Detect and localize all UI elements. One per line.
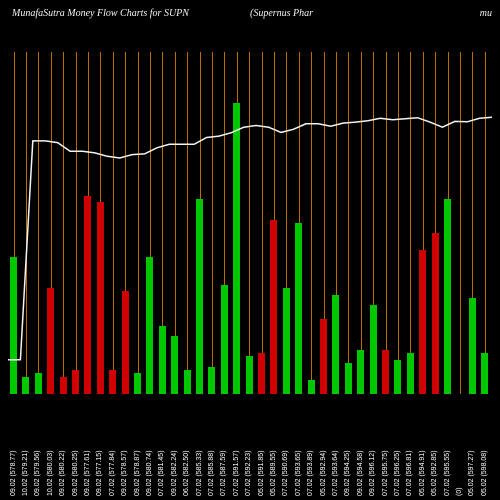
- title-left: MunafaSutra Money Flow Charts for SUPN: [12, 8, 189, 19]
- x-tick-label: 07.02 (596.81): [406, 450, 413, 496]
- x-tick-label: 07.02 (587.59): [220, 450, 227, 496]
- x-tick-label: 10.02 (580.03): [47, 450, 54, 496]
- x-tick-label: 07.02 (585.88): [208, 450, 215, 496]
- x-tick-label: 07.02 (591.57): [233, 450, 240, 496]
- x-tick-label: 07.02 (590.69): [282, 450, 289, 496]
- x-tick-label: 05.02 (598.08): [481, 450, 488, 496]
- x-tick-label: 07.02 (593.64): [332, 450, 339, 496]
- x-tick-label: 07.02 (595.75): [382, 450, 389, 496]
- x-tick-label: 09.02 (578.57): [121, 450, 128, 496]
- x-tick-label: 09.02 (577.61): [84, 450, 91, 496]
- x-tick-label: 10.02 (579.21): [22, 450, 29, 496]
- price-line: [8, 52, 492, 394]
- x-tick-label: 07.02 (593.89): [307, 450, 314, 496]
- title-right: mu: [480, 8, 492, 19]
- x-tick-label: 05.02 (589.55): [270, 450, 277, 496]
- x-tick-label: 09.02 (594.25): [344, 450, 351, 496]
- x-tick-label: 09.02 (579.56): [34, 450, 41, 496]
- x-tick-label: 05.02 (592.94): [320, 450, 327, 496]
- x-tick-label: 07.02 (595.55): [444, 450, 451, 496]
- x-tick-label: 05.02 (591.85): [258, 450, 265, 496]
- x-tick-label: 07.02 (593.65): [295, 450, 302, 496]
- x-tick-label: 07.02 (581.45): [158, 450, 165, 496]
- x-tick-label: 07.02 (592.23): [245, 450, 252, 496]
- x-tick-label: 09.02 (580.22): [59, 450, 66, 496]
- x-tick-label: 07.02 (596.25): [394, 450, 401, 496]
- x-tick-label: 09.02 (580.74): [146, 450, 153, 496]
- x-tick-label: 09.02 (578.77): [10, 450, 17, 496]
- x-tick-label: 07.02 (585.33): [196, 450, 203, 496]
- x-tick-label: 09.02 (578.87): [134, 450, 141, 496]
- x-tick-label: 09.02 (582.24): [171, 450, 178, 496]
- x-tick-label: 07.02 (577.84): [109, 450, 116, 496]
- x-tick-label: 05.02 (592.85): [431, 450, 438, 496]
- title-center: (Supernus Phar: [250, 8, 313, 19]
- x-tick-label: (0): [456, 487, 463, 496]
- x-tick-label: 09.02 (577.15): [96, 450, 103, 496]
- x-tick-label: 09.02 (580.25): [72, 450, 79, 496]
- x-tick-label: 05.02 (597.27): [468, 450, 475, 496]
- x-axis-labels: 09.02 (578.77) 10.02 (579.21) 09.02 (579.5…: [8, 395, 492, 500]
- x-tick-label: 05.02 (594.91): [419, 450, 426, 496]
- x-tick-label: 06.02 (582.50): [183, 450, 190, 496]
- x-tick-label: 09.02 (594.58): [357, 450, 364, 496]
- money-flow-chart: [8, 52, 492, 394]
- x-tick-label: 09.02 (596.12): [369, 450, 376, 496]
